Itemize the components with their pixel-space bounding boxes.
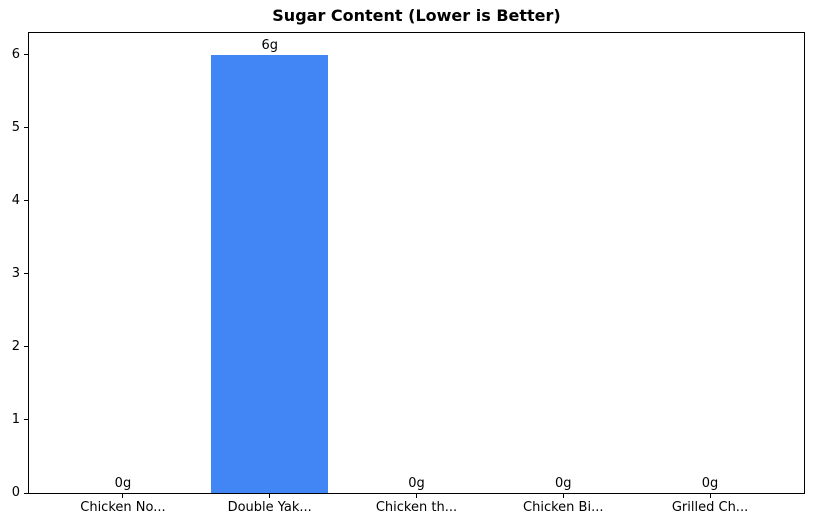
x-axis-tick-label: Chicken th...	[375, 500, 458, 515]
y-axis-tick-mark	[24, 419, 28, 421]
x-axis-tick-mark	[122, 494, 124, 498]
bar-value-label: 6g	[261, 37, 278, 53]
x-axis-tick-label: Grilled Ch...	[671, 500, 749, 515]
y-axis-tick-label: 5	[11, 119, 20, 135]
x-axis-tick-mark	[416, 494, 417, 498]
y-axis-tick-label: 1	[11, 411, 20, 427]
y-axis-tick-label: 4	[11, 192, 20, 208]
x-axis-tick-label: Chicken No...	[80, 500, 166, 515]
y-axis-tick-mark	[24, 273, 28, 275]
y-axis-tick-label: 2	[11, 338, 20, 354]
y-axis-tick-label: 0	[11, 485, 20, 500]
y-axis-tick-label: 6	[11, 46, 20, 62]
plot-area	[28, 32, 805, 494]
bar-value-label: 0g	[701, 476, 719, 491]
x-axis-tick-label: Chicken Bi...	[523, 500, 604, 515]
y-axis-tick-mark	[24, 200, 28, 202]
x-axis-tick-mark	[562, 494, 564, 498]
y-axis-tick-label: 3	[11, 265, 20, 281]
x-axis-tick-mark	[269, 494, 271, 498]
bar-value-label: 0g	[408, 476, 425, 491]
y-axis-tick-mark	[24, 492, 28, 494]
y-axis-tick-mark	[24, 54, 28, 56]
x-axis-tick-label: Double Yak...	[227, 500, 312, 515]
x-axis-tick-mark	[709, 494, 711, 498]
bar-value-label: 0g	[114, 476, 132, 491]
y-axis-tick-mark	[24, 346, 28, 348]
chart-title: Sugar Content (Lower is Better)	[272, 6, 561, 25]
bar-value-label: 0g	[555, 476, 572, 491]
bar	[211, 54, 329, 493]
y-axis-tick-mark	[24, 127, 28, 129]
